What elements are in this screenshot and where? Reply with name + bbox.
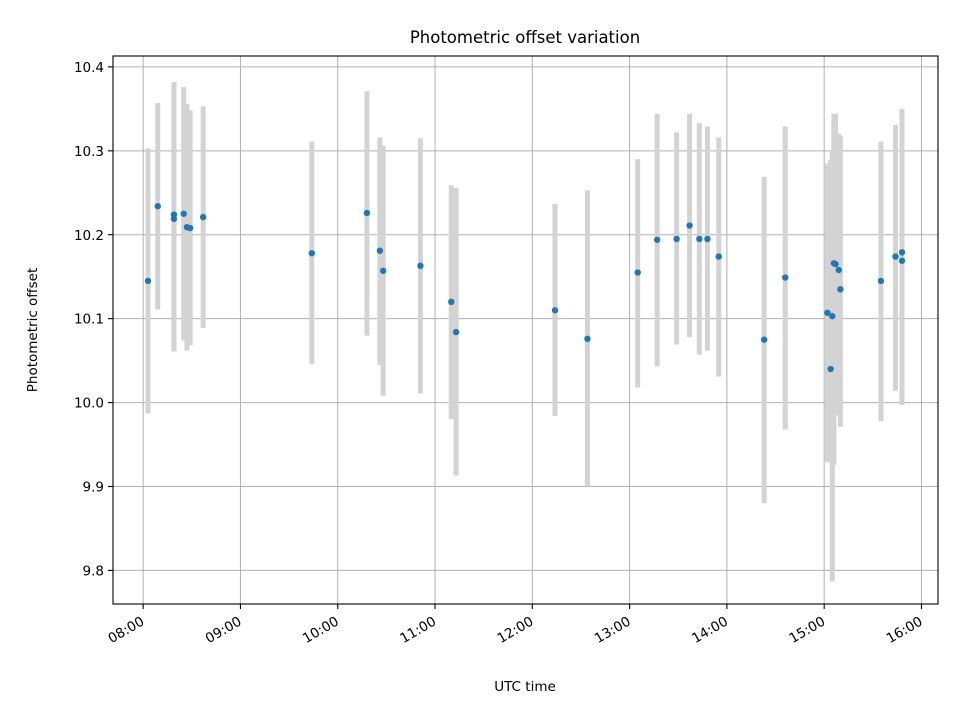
data-point xyxy=(835,266,842,274)
data-point xyxy=(180,210,187,217)
y-axis-label: Photometric offset xyxy=(25,268,41,392)
grid-layer xyxy=(113,56,938,604)
data-point xyxy=(837,286,844,293)
y-tick-label: 10.3 xyxy=(74,144,104,160)
data-point xyxy=(186,224,194,232)
data-point xyxy=(634,269,641,276)
data-point xyxy=(824,309,831,316)
data-point xyxy=(704,235,711,243)
data-point xyxy=(892,253,899,260)
data-point xyxy=(673,235,680,243)
data-point xyxy=(760,336,768,343)
data-point xyxy=(170,211,178,218)
y-tick-label: 10.1 xyxy=(74,312,104,328)
data-point xyxy=(782,274,789,281)
data-point xyxy=(376,247,384,254)
y-tick-label: 10.0 xyxy=(74,396,104,412)
data-point xyxy=(417,262,424,270)
data-point xyxy=(452,328,460,336)
data-point xyxy=(832,260,839,268)
y-tick-label: 9.8 xyxy=(83,563,104,579)
data-point xyxy=(715,253,722,260)
data-point xyxy=(898,249,906,256)
data-point xyxy=(448,298,455,306)
data-point xyxy=(199,213,207,221)
data-point xyxy=(653,236,661,243)
data-point xyxy=(584,335,591,343)
data-point xyxy=(827,365,834,373)
y-tick-label: 9.9 xyxy=(83,480,104,496)
data-point xyxy=(829,312,836,320)
data-point xyxy=(696,235,703,243)
data-point xyxy=(379,267,387,275)
data-point xyxy=(154,203,161,210)
data-point xyxy=(898,257,906,264)
data-point xyxy=(308,250,315,257)
data-point xyxy=(551,307,559,314)
data-point xyxy=(877,277,885,285)
y-tick-label: 10.4 xyxy=(74,60,104,76)
y-tick-label: 10.2 xyxy=(74,228,104,244)
data-point xyxy=(363,209,371,217)
data-point xyxy=(144,277,152,285)
point-layer xyxy=(144,203,906,373)
plot-area-frame xyxy=(112,55,939,605)
data-point xyxy=(686,222,693,229)
x-axis-label: UTC time xyxy=(494,679,556,695)
chart-title: Photometric offset variation xyxy=(410,28,640,47)
